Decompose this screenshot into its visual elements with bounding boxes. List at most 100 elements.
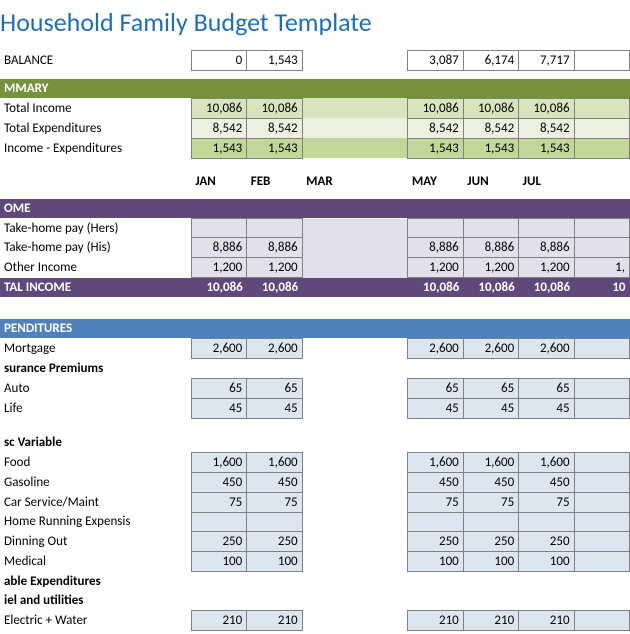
cell[interactable]: 8,886: [519, 238, 574, 258]
cell[interactable]: 210: [247, 610, 302, 630]
cell[interactable]: 250: [463, 531, 518, 551]
cell[interactable]: 10,086: [519, 98, 574, 118]
cell[interactable]: [302, 472, 408, 492]
cell[interactable]: 100: [408, 551, 463, 571]
cell[interactable]: 7,717: [519, 51, 574, 71]
cell[interactable]: 1,600: [408, 452, 463, 472]
cell[interactable]: [302, 452, 408, 472]
cell[interactable]: 8,886: [247, 238, 302, 258]
cell[interactable]: [574, 492, 629, 512]
cell[interactable]: [574, 399, 629, 419]
cell[interactable]: 100: [463, 551, 518, 571]
cell[interactable]: 8,886: [463, 238, 518, 258]
cell[interactable]: [574, 219, 629, 238]
cell[interactable]: 210: [191, 610, 246, 630]
cell[interactable]: 8,542: [519, 118, 574, 138]
cell[interactable]: 1,543: [191, 138, 246, 158]
cell[interactable]: [302, 399, 408, 419]
cell[interactable]: 450: [408, 472, 463, 492]
cell[interactable]: 0: [191, 51, 246, 71]
cell[interactable]: [191, 219, 246, 238]
cell[interactable]: 1,543: [247, 51, 302, 71]
cell[interactable]: [574, 512, 629, 531]
cell[interactable]: [574, 531, 629, 551]
cell[interactable]: [302, 610, 408, 630]
cell[interactable]: [463, 512, 518, 531]
cell[interactable]: [302, 98, 408, 118]
cell[interactable]: 1,543: [519, 138, 574, 158]
cell[interactable]: 250: [191, 531, 246, 551]
cell[interactable]: 45: [191, 399, 246, 419]
cell[interactable]: [302, 258, 408, 278]
cell[interactable]: 10,086: [247, 98, 302, 118]
cell[interactable]: 1,200: [463, 258, 518, 278]
cell[interactable]: [247, 219, 302, 238]
cell[interactable]: 1,600: [519, 452, 574, 472]
cell[interactable]: 75: [247, 492, 302, 512]
cell[interactable]: 1,600: [463, 452, 518, 472]
cell[interactable]: 3,087: [408, 51, 463, 71]
cell[interactable]: 210: [463, 610, 518, 630]
cell[interactable]: 2,600: [247, 339, 302, 359]
cell[interactable]: 45: [519, 399, 574, 419]
cell[interactable]: 1,200: [247, 258, 302, 278]
cell[interactable]: 1,543: [463, 138, 518, 158]
cell[interactable]: 65: [247, 379, 302, 399]
cell[interactable]: [574, 610, 629, 630]
cell[interactable]: 450: [247, 472, 302, 492]
cell[interactable]: [574, 238, 629, 258]
cell[interactable]: [191, 512, 246, 531]
cell[interactable]: 2,600: [408, 339, 463, 359]
cell[interactable]: 8,542: [408, 118, 463, 138]
cell[interactable]: 8,886: [408, 238, 463, 258]
cell[interactable]: 1,200: [519, 258, 574, 278]
cell[interactable]: 8,886: [191, 238, 246, 258]
cell[interactable]: 100: [191, 551, 246, 571]
cell[interactable]: [408, 512, 463, 531]
cell[interactable]: 45: [247, 399, 302, 419]
cell[interactable]: 450: [519, 472, 574, 492]
cell[interactable]: [574, 138, 629, 158]
cell[interactable]: 1,543: [408, 138, 463, 158]
cell[interactable]: 65: [463, 379, 518, 399]
cell[interactable]: 450: [463, 472, 518, 492]
cell[interactable]: [574, 472, 629, 492]
cell[interactable]: 250: [519, 531, 574, 551]
cell[interactable]: 250: [247, 531, 302, 551]
cell[interactable]: 1,600: [247, 452, 302, 472]
cell[interactable]: [247, 512, 302, 531]
cell[interactable]: [574, 551, 629, 571]
cell[interactable]: 10,086: [191, 98, 246, 118]
cell[interactable]: 210: [519, 610, 574, 630]
cell[interactable]: 8,542: [191, 118, 246, 138]
cell[interactable]: [302, 379, 408, 399]
cell[interactable]: 2,600: [519, 339, 574, 359]
cell[interactable]: [302, 138, 408, 158]
cell[interactable]: 100: [247, 551, 302, 571]
cell[interactable]: [574, 339, 629, 359]
cell[interactable]: 2,600: [463, 339, 518, 359]
cell[interactable]: [519, 512, 574, 531]
cell[interactable]: [574, 98, 629, 118]
cell[interactable]: 8,542: [463, 118, 518, 138]
cell[interactable]: 8,542: [247, 118, 302, 138]
cell[interactable]: 1,200: [191, 258, 246, 278]
cell[interactable]: [463, 219, 518, 238]
cell[interactable]: 210: [408, 610, 463, 630]
cell[interactable]: 65: [191, 379, 246, 399]
cell[interactable]: 75: [519, 492, 574, 512]
cell[interactable]: [302, 51, 408, 71]
cell[interactable]: 65: [408, 379, 463, 399]
cell[interactable]: [574, 118, 629, 138]
cell[interactable]: [574, 51, 629, 71]
cell[interactable]: [574, 379, 629, 399]
cell[interactable]: 1,600: [191, 452, 246, 472]
cell[interactable]: [408, 219, 463, 238]
cell[interactable]: 1,: [574, 258, 629, 278]
cell[interactable]: 65: [519, 379, 574, 399]
cell[interactable]: 10,086: [463, 98, 518, 118]
cell[interactable]: [302, 551, 408, 571]
cell[interactable]: 45: [408, 399, 463, 419]
cell[interactable]: 2,600: [191, 339, 246, 359]
cell[interactable]: [302, 118, 408, 138]
